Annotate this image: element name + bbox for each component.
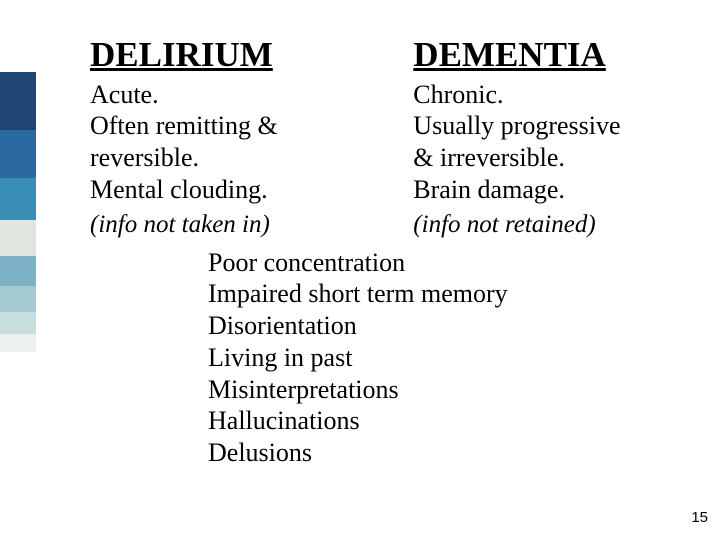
delirium-line: Mental clouding. xyxy=(90,174,413,206)
shared-line: Delusions xyxy=(208,437,700,469)
column-dementia: DEMENTIA Chronic. Usually progressive & … xyxy=(413,36,700,241)
shared-line: Poor concentration xyxy=(208,247,700,279)
sidebar-stripe xyxy=(0,256,36,286)
shared-line: Disorientation xyxy=(208,310,700,342)
sidebar-stripe xyxy=(0,220,36,256)
sidebar-stripe xyxy=(0,286,36,312)
page-number: 15 xyxy=(691,509,708,526)
sidebar-stripe xyxy=(0,130,36,178)
shared-line: Impaired short term memory xyxy=(208,278,700,310)
shared-line: Living in past xyxy=(208,342,700,374)
delirium-line: Often remitting & xyxy=(90,110,413,142)
column-delirium: DELIRIUM Acute. Often remitting & revers… xyxy=(90,36,413,241)
shared-line: Misinterpretations xyxy=(208,374,700,406)
sidebar-stripe xyxy=(0,334,36,352)
dementia-line: & irreversible. xyxy=(413,142,700,174)
sidebar-stripe xyxy=(0,72,36,130)
sidebar-decoration xyxy=(0,72,36,352)
sidebar-stripe xyxy=(0,178,36,220)
dementia-line: Chronic. xyxy=(413,79,700,111)
dementia-line: Brain damage. xyxy=(413,174,700,206)
dementia-note: (info not retained) xyxy=(413,209,700,240)
delirium-note: (info not taken in) xyxy=(90,209,413,240)
delirium-line: reversible. xyxy=(90,142,413,174)
sidebar-stripe xyxy=(0,312,36,334)
header-dementia: DEMENTIA xyxy=(413,36,700,75)
comparison-columns: DELIRIUM Acute. Often remitting & revers… xyxy=(90,36,700,241)
header-delirium: DELIRIUM xyxy=(90,36,413,75)
slide-content: DELIRIUM Acute. Often remitting & revers… xyxy=(90,36,700,469)
shared-line: Hallucinations xyxy=(208,405,700,437)
shared-symptoms: Poor concentration Impaired short term m… xyxy=(208,247,700,469)
delirium-line: Acute. xyxy=(90,79,413,111)
dementia-line: Usually progressive xyxy=(413,110,700,142)
